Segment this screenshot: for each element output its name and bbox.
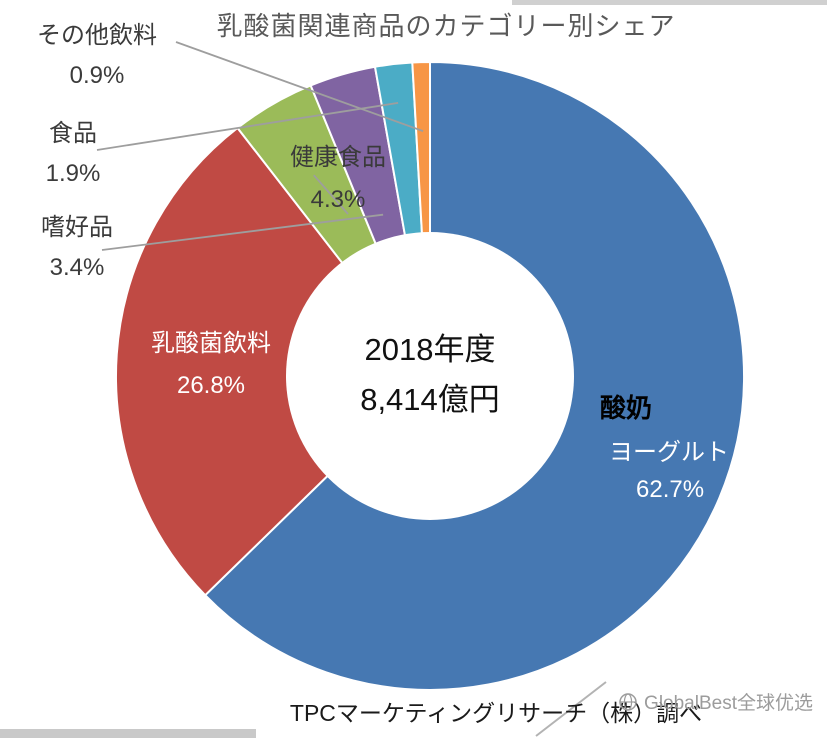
label-yogurt-name: ヨーグルト [609, 439, 729, 466]
source-credit: TPCマーケティングリサーチ（株）調べ [289, 700, 703, 726]
donut-center-label: 2018年度 8,414億円 [300, 330, 560, 420]
label-yogurt-chinese: 酸奶 [600, 393, 653, 423]
label-lactic-drink: 乳酸菌飲料 26.8% [126, 328, 296, 402]
label-other-drinks-value: 0.9% [69, 62, 125, 89]
label-other-drinks: その他飲料 0.9% [22, 20, 172, 92]
label-yogurt-value: 62.7% [636, 476, 705, 503]
center-year: 2018年度 [364, 332, 496, 367]
label-other-drinks-name: その他飲料 [37, 22, 157, 49]
label-luxury-items: 嗜好品 3.4% [12, 212, 142, 284]
center-amount: 8,414億円 [360, 382, 500, 417]
watermark: GlobalBest全球优选 [618, 688, 813, 715]
label-food: 食品 1.9% [18, 118, 128, 190]
label-lactic-drink-name: 乳酸菌飲料 [151, 330, 271, 357]
label-health-food-value: 4.3% [310, 186, 366, 213]
label-food-name: 食品 [49, 120, 97, 147]
leader-line-5 [175, 41, 424, 132]
leader-line-4 [96, 102, 399, 151]
donut-hole [286, 232, 574, 520]
chart-title: 乳酸菌関連商品のカテゴリー別シェア [216, 11, 676, 41]
screen-edge-bottom-left [0, 729, 256, 738]
label-luxury-items-name: 嗜好品 [41, 214, 113, 241]
label-food-value: 1.9% [45, 160, 101, 187]
label-health-food-name: 健康食品 [290, 144, 386, 171]
watermark-text: GlobalBest全球优选 [644, 693, 813, 714]
leader-line-2 [313, 174, 349, 215]
label-luxury-items-value: 3.4% [49, 254, 105, 281]
slice-1 [115, 126, 432, 597]
globe-icon [619, 692, 637, 711]
label-lactic-drink-value: 26.8% [176, 372, 246, 399]
leader-line-3 [101, 213, 384, 251]
artifact-diagonal-line [535, 681, 607, 737]
label-health-food: 健康食品 4.3% [258, 142, 418, 216]
screen-edge-top [512, 0, 827, 5]
